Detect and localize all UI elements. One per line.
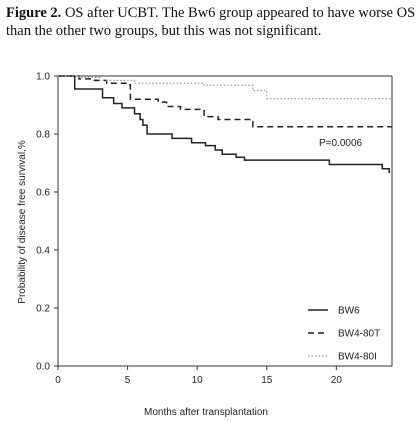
legend-label: BW4-80I xyxy=(338,352,377,363)
y-tick-label: 1.0 xyxy=(36,72,50,83)
chart-legend: BW6 BW4-80T BW4-80I xyxy=(308,306,380,363)
figure-caption: Figure 2. OS after UCBT. The Bw6 group a… xyxy=(6,4,416,40)
series-line-bw4-80i xyxy=(58,75,392,100)
figure-label: Figure 2. xyxy=(6,5,62,21)
y-tick-label: 0.0 xyxy=(36,362,50,373)
y-axis-label: Probability of disease free survival,% xyxy=(17,140,28,304)
legend-label: BW4-80T xyxy=(338,329,380,340)
x-axis-label: Months after transplantation xyxy=(144,407,268,418)
p-value-annotation: P=0.0006 xyxy=(319,138,363,149)
series-line-bw6 xyxy=(58,75,390,174)
x-tick-label: 10 xyxy=(192,375,204,386)
chart-axes: 0.0 0.2 0.4 0.6 0.8 1.0 0 5 10 15 20 xyxy=(36,72,393,386)
y-tick-label: 0.4 xyxy=(36,246,50,257)
y-tick-label: 0.8 xyxy=(36,130,50,141)
y-tick-label: 0.2 xyxy=(36,304,50,315)
figure-caption-text: OS after UCBT. The Bw6 group appeared to… xyxy=(6,5,416,39)
x-tick-label: 15 xyxy=(261,375,273,386)
x-tick-label: 20 xyxy=(331,375,343,386)
y-tick-label: 0.6 xyxy=(36,188,50,199)
series-line-bw4-80t xyxy=(58,75,392,128)
x-tick-label: 5 xyxy=(125,375,131,386)
chart-series xyxy=(58,75,392,174)
x-tick-label: 0 xyxy=(55,375,61,386)
legend-label: BW6 xyxy=(338,306,360,317)
